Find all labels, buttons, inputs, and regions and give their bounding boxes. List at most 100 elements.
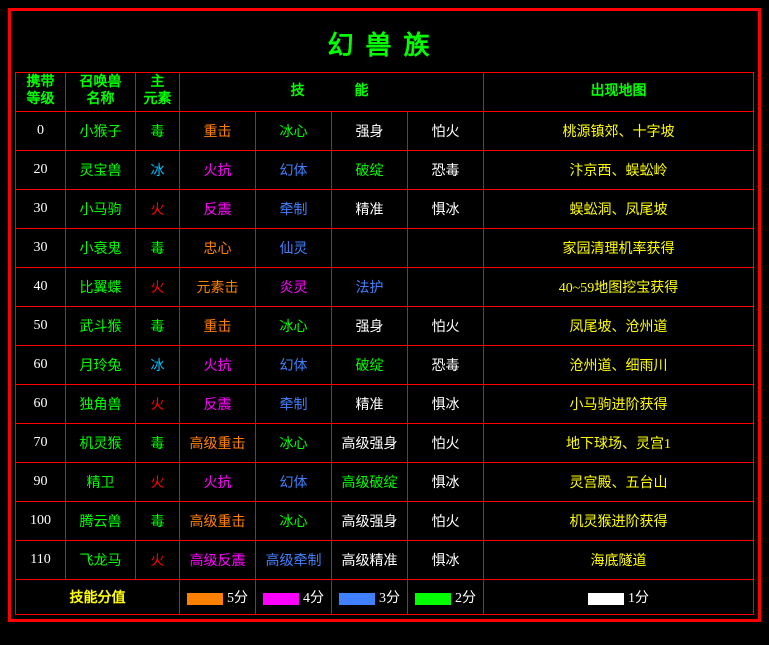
cell-skill-0: 火抗 [180, 346, 256, 385]
cell-skill-1: 炎灵 [256, 268, 332, 307]
cell-map: 沧州道、细雨川 [484, 346, 754, 385]
cell-element: 冰 [136, 346, 180, 385]
cell-skill-0: 高级反震 [180, 541, 256, 580]
cell-level: 100 [16, 502, 66, 541]
cell-skill-3: 惧冰 [408, 541, 484, 580]
cell-map: 家园清理机率获得 [484, 229, 754, 268]
table-row: 20灵宝兽冰火抗幻体破绽恐毒汴京西、蜈蚣岭 [16, 151, 754, 190]
legend-item-2: 3分 [332, 580, 408, 615]
cell-element: 毒 [136, 112, 180, 151]
table-row: 40比翼蝶火元素击炎灵法护40~59地图挖宝获得 [16, 268, 754, 307]
header-element: 主元素 [136, 73, 180, 112]
cell-skill-1: 冰心 [256, 502, 332, 541]
cell-element: 毒 [136, 502, 180, 541]
cell-level: 60 [16, 346, 66, 385]
cell-name: 机灵猴 [66, 424, 136, 463]
table-row: 70机灵猴毒高级重击冰心高级强身怕火地下球场、灵宫1 [16, 424, 754, 463]
cell-skill-0: 忠心 [180, 229, 256, 268]
cell-name: 小衰鬼 [66, 229, 136, 268]
legend-item-0: 5分 [180, 580, 256, 615]
legend-text: 5分 [227, 591, 248, 606]
legend-swatch-icon [263, 593, 299, 605]
cell-level: 60 [16, 385, 66, 424]
cell-map: 机灵猴进阶获得 [484, 502, 754, 541]
cell-skill-2: 破绽 [332, 346, 408, 385]
cell-skill-2: 精准 [332, 385, 408, 424]
legend-item-1: 4分 [256, 580, 332, 615]
cell-skill-2: 高级强身 [332, 424, 408, 463]
cell-skill-3: 惧冰 [408, 385, 484, 424]
cell-skill-1: 冰心 [256, 424, 332, 463]
cell-skill-1: 幻体 [256, 463, 332, 502]
header-row: 携带等级 召唤兽名称 主元素 技能 出现地图 [16, 73, 754, 112]
cell-skill-0: 反震 [180, 190, 256, 229]
legend-text: 3分 [379, 591, 400, 606]
cell-element: 火 [136, 268, 180, 307]
cell-level: 90 [16, 463, 66, 502]
cell-skill-3: 怕火 [408, 424, 484, 463]
cell-level: 40 [16, 268, 66, 307]
cell-skill-3: 恐毒 [408, 151, 484, 190]
cell-skill-3: 怕火 [408, 307, 484, 346]
table-row: 50武斗猴毒重击冰心强身怕火凤尾坡、沧州道 [16, 307, 754, 346]
cell-skill-3: 怕火 [408, 502, 484, 541]
cell-map: 海底隧道 [484, 541, 754, 580]
table-row: 60独角兽火反震牵制精准惧冰小马驹进阶获得 [16, 385, 754, 424]
table-row: 0小猴子毒重击冰心强身怕火桃源镇郊、十字坡 [16, 112, 754, 151]
cell-element: 火 [136, 463, 180, 502]
cell-skill-2: 精准 [332, 190, 408, 229]
cell-name: 精卫 [66, 463, 136, 502]
cell-name: 小马驹 [66, 190, 136, 229]
cell-element: 火 [136, 190, 180, 229]
legend-item-3: 2分 [408, 580, 484, 615]
cell-skill-3: 惧冰 [408, 190, 484, 229]
summon-table: 携带等级 召唤兽名称 主元素 技能 出现地图 0小猴子毒重击冰心强身怕火桃源镇郊… [15, 72, 754, 615]
cell-name: 月玲兔 [66, 346, 136, 385]
cell-name: 腾云兽 [66, 502, 136, 541]
cell-name: 小猴子 [66, 112, 136, 151]
cell-map: 凤尾坡、沧州道 [484, 307, 754, 346]
cell-skill-0: 重击 [180, 112, 256, 151]
cell-skill-2: 强身 [332, 307, 408, 346]
legend-swatch-icon [339, 593, 375, 605]
table-row: 110飞龙马火高级反震高级牵制高级精准惧冰海底隧道 [16, 541, 754, 580]
cell-map: 小马驹进阶获得 [484, 385, 754, 424]
cell-skill-0: 高级重击 [180, 424, 256, 463]
cell-skill-0: 火抗 [180, 151, 256, 190]
cell-skill-3 [408, 229, 484, 268]
cell-level: 50 [16, 307, 66, 346]
legend-label: 技能分值 [16, 580, 180, 615]
cell-skill-1: 幻体 [256, 346, 332, 385]
cell-skill-3: 怕火 [408, 112, 484, 151]
legend-text: 2分 [455, 591, 476, 606]
cell-skill-3: 恐毒 [408, 346, 484, 385]
table-row: 30小衰鬼毒忠心仙灵家园清理机率获得 [16, 229, 754, 268]
cell-element: 毒 [136, 307, 180, 346]
cell-map: 地下球场、灵宫1 [484, 424, 754, 463]
cell-map: 汴京西、蜈蚣岭 [484, 151, 754, 190]
cell-skill-1: 冰心 [256, 112, 332, 151]
cell-map: 蜈蚣洞、凤尾坡 [484, 190, 754, 229]
cell-skill-2: 高级破绽 [332, 463, 408, 502]
header-level: 携带等级 [16, 73, 66, 112]
cell-level: 30 [16, 190, 66, 229]
header-map: 出现地图 [484, 73, 754, 112]
table-row: 100腾云兽毒高级重击冰心高级强身怕火机灵猴进阶获得 [16, 502, 754, 541]
cell-map: 桃源镇郊、十字坡 [484, 112, 754, 151]
table-row: 60月玲兔冰火抗幻体破绽恐毒沧州道、细雨川 [16, 346, 754, 385]
cell-element: 冰 [136, 151, 180, 190]
cell-skill-2: 高级强身 [332, 502, 408, 541]
cell-skill-0: 重击 [180, 307, 256, 346]
cell-skill-2: 破绽 [332, 151, 408, 190]
legend-row: 技能分值5分4分3分2分1分 [16, 580, 754, 615]
cell-level: 110 [16, 541, 66, 580]
cell-element: 毒 [136, 229, 180, 268]
cell-skill-0: 反震 [180, 385, 256, 424]
cell-skill-2: 强身 [332, 112, 408, 151]
cell-skill-1: 仙灵 [256, 229, 332, 268]
cell-name: 独角兽 [66, 385, 136, 424]
cell-skill-1: 牵制 [256, 190, 332, 229]
cell-element: 毒 [136, 424, 180, 463]
legend-swatch-icon [588, 593, 624, 605]
cell-name: 飞龙马 [66, 541, 136, 580]
